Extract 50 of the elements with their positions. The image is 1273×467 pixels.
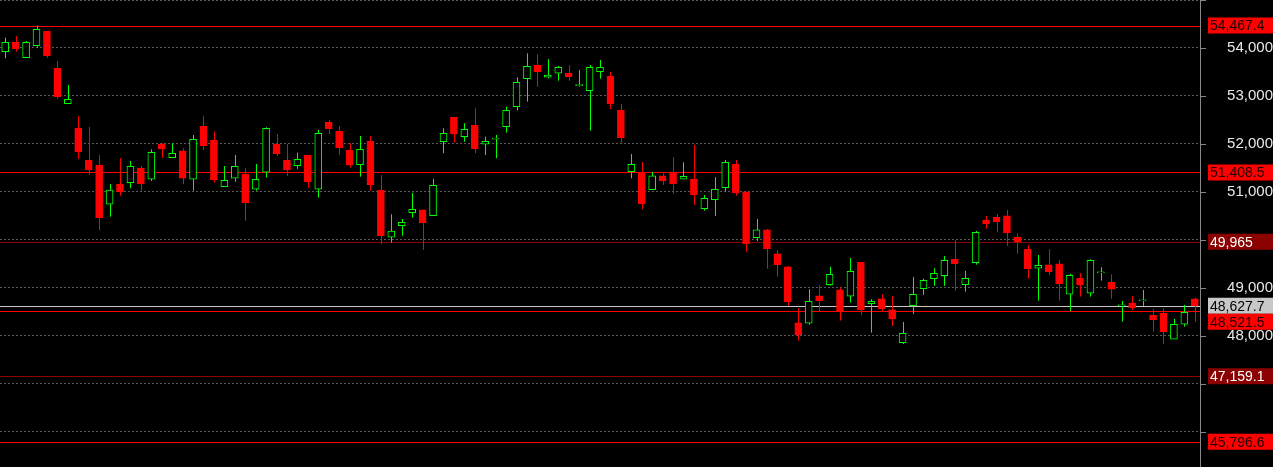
candlestick [74,115,83,160]
ref-line-label: 47,159.1 [1210,368,1265,385]
ref-line-label: 54,467.4 [1210,17,1265,34]
candlestick [867,298,876,334]
y-tick-label: 52,000 [1227,134,1273,152]
candlestick [1034,254,1043,302]
candlestick [64,84,72,105]
ref-line-label: 49,965 [1210,233,1254,250]
candlestick [846,257,855,304]
ref-line-label: 48,521.5 [1210,313,1265,330]
candlestick [1024,244,1032,280]
ref-line-label: 48,627.7 [1210,297,1265,314]
ref-line-label: 45,796.6 [1210,433,1265,450]
candlestick [1097,266,1105,282]
candlestick [502,106,510,134]
candlestick [596,59,604,80]
candlestick [491,134,500,159]
candlestick [1003,209,1011,247]
y-tick-label: 49,000 [1227,278,1273,296]
candlestick [1,37,10,59]
candlestick [710,176,719,217]
candlestick [356,135,364,178]
candlestick [1055,259,1063,302]
candlestick [387,213,396,244]
candlestick [627,153,636,179]
candlestick [909,276,917,315]
candlestick [763,228,771,270]
candlestick [1065,273,1074,312]
candlestick [1138,289,1147,307]
candlestick [43,30,51,59]
y-tick-label: 53,000 [1227,86,1273,104]
candlestick [961,270,970,293]
candlestick [1044,248,1053,276]
candlestick [1076,272,1084,298]
y-tick-label: 51,000 [1227,182,1273,200]
candlestick [1180,304,1189,328]
candlestick [950,239,959,292]
candlestick [804,288,813,326]
candlestick [470,107,479,154]
y-tick-label: 54,000 [1227,38,1273,56]
candlestick [450,116,458,144]
candlestick [1117,300,1126,323]
candlestick [251,163,260,192]
candlestick [481,136,490,156]
candlestick [408,192,416,219]
candlestick [523,52,531,103]
candlestick [335,125,343,156]
candlestick [230,154,239,183]
candlestick [1107,273,1116,300]
ref-line-label: 51,408.5 [1210,164,1265,181]
